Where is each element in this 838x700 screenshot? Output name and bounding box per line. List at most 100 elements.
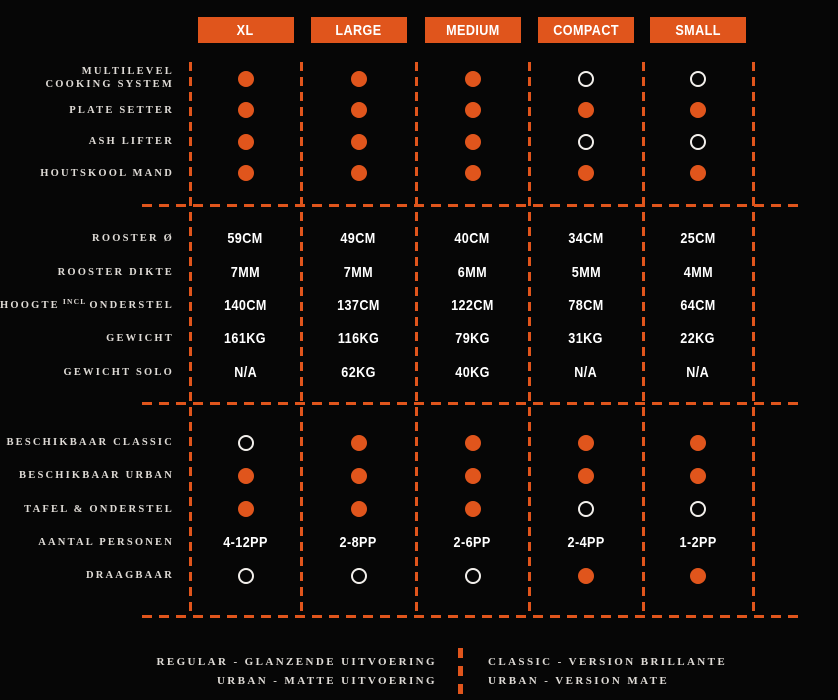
legend-line: CLASSIC - VERSION BRILLANTE	[488, 656, 728, 668]
value-cell: 2-4PP	[529, 526, 643, 559]
value-cell: 116KG	[301, 322, 416, 355]
feature-dot	[690, 467, 706, 484]
legend-line: URBAN - VERSION MATE	[488, 675, 670, 687]
spec-value: 5MM	[571, 263, 601, 281]
column-header-medium[interactable]: MEDIUM	[424, 17, 521, 43]
feature-dot	[690, 434, 706, 451]
dot-cell	[643, 95, 753, 127]
column-header-compact[interactable]: COMPACT	[538, 17, 634, 43]
dot-cell	[190, 63, 301, 95]
header-cell: XL	[190, 17, 301, 43]
dot-cell	[529, 63, 643, 95]
value-cell: 122CM	[416, 289, 529, 322]
spec-value: 1-2PP	[679, 534, 717, 552]
label-part: HOOGTE	[0, 299, 60, 311]
value-cell: 137CM	[301, 289, 416, 322]
value-cell: 22KG	[643, 322, 753, 355]
spec-value: 6MM	[457, 263, 488, 281]
feature-dot	[350, 165, 367, 182]
value-cell: 2-6PP	[416, 526, 529, 559]
row-label-houtskool-mand: HOUTSKOOL MAND	[40, 167, 174, 179]
feature-dot	[237, 434, 254, 451]
feature-dot	[350, 434, 367, 451]
value-cell: 4MM	[643, 255, 753, 288]
dot-cell	[529, 95, 643, 127]
spec-value: 4MM	[683, 263, 713, 281]
dot-cell	[190, 95, 301, 127]
dot-cell	[643, 158, 753, 190]
dot-cell	[416, 459, 529, 492]
dashed-line-vertical	[642, 62, 645, 617]
feature-dot	[690, 165, 706, 182]
dot-cell	[529, 459, 643, 492]
value-cell: N/A	[643, 356, 753, 389]
dot-cell	[416, 426, 529, 459]
dot-cell	[301, 158, 416, 190]
spec-value: 7MM	[230, 263, 261, 281]
feature-dot	[237, 133, 254, 150]
feature-dot	[464, 434, 481, 451]
feature-dot	[237, 165, 254, 182]
legend-line: URBAN - MATTE UITVOERING	[216, 675, 437, 687]
feature-dot	[464, 567, 481, 584]
feature-dot	[237, 567, 254, 584]
value-cell: 31KG	[529, 322, 643, 355]
row-label-gewicht-solo: GEWICHT SOLO	[63, 366, 174, 378]
column-header-small[interactable]: SMALL	[650, 17, 746, 43]
dot-cell	[416, 95, 529, 127]
spec-value: 22KG	[680, 330, 716, 348]
feature-dot	[690, 102, 706, 119]
column-header-xl[interactable]: XL	[197, 17, 294, 43]
spec-value: 2-4PP	[567, 534, 605, 552]
row-label-aantal-personen: AANTAL PERSONEN	[38, 537, 174, 549]
value-cell: 4-12PP	[190, 526, 301, 559]
column-header-large[interactable]: LARGE	[310, 17, 407, 43]
row-label-rooster-dikte: ROOSTER DIKTE	[57, 266, 174, 278]
row-label-ash-lifter: ASH LIFTER	[88, 136, 174, 148]
value-cell: 7MM	[301, 255, 416, 288]
row-label-draagbaar: DRAAGBAAR	[85, 570, 174, 582]
dot-cell	[643, 63, 753, 95]
dot-cell	[301, 493, 416, 526]
dot-cell	[301, 126, 416, 158]
feature-dot	[578, 501, 594, 518]
feature-dot	[578, 467, 594, 484]
legend-divider	[458, 648, 463, 700]
dot-cell	[190, 459, 301, 492]
section-dimensions: ROOSTER Ø 59CM 49CM 40CM 34CM 25CM ROOST…	[0, 222, 753, 389]
header-cell: LARGE	[301, 17, 416, 43]
spec-value: N/A	[234, 363, 257, 381]
dashed-line-vertical	[300, 62, 303, 617]
feature-dot	[350, 70, 367, 87]
row-label-rooster-diameter: ROOSTER Ø	[92, 233, 174, 245]
feature-dot	[237, 70, 254, 87]
value-cell: 34CM	[529, 222, 643, 255]
column-header-label: LARGE	[335, 21, 382, 39]
spec-value: 40CM	[454, 230, 491, 248]
value-cell: 40KG	[416, 356, 529, 389]
dot-cell	[301, 459, 416, 492]
dot-cell	[529, 426, 643, 459]
spec-value: 140CM	[224, 296, 267, 314]
feature-dot	[690, 501, 706, 518]
dot-cell	[301, 63, 416, 95]
value-cell: 78CM	[529, 289, 643, 322]
column-header-label: XL	[237, 21, 254, 39]
header-cell: MEDIUM	[416, 17, 529, 43]
value-cell: 1-2PP	[643, 526, 753, 559]
row-label-tafel-onderstel: TAFEL & ONDERSTEL	[24, 503, 174, 515]
section-features: MULTILEVEL COOKING SYSTEM PLATE SETTER AS…	[0, 63, 753, 189]
spec-value: 62KG	[341, 363, 376, 381]
feature-dot	[237, 501, 254, 518]
row-label-gewicht: GEWICHT	[106, 333, 174, 345]
dot-cell	[643, 559, 753, 592]
feature-dot	[578, 434, 594, 451]
spec-value: N/A	[574, 363, 598, 381]
value-cell: 6MM	[416, 255, 529, 288]
feature-dot	[578, 133, 594, 150]
dot-cell	[416, 158, 529, 190]
dot-cell	[529, 493, 643, 526]
dot-cell	[529, 158, 643, 190]
spec-value: 40KG	[455, 363, 490, 381]
